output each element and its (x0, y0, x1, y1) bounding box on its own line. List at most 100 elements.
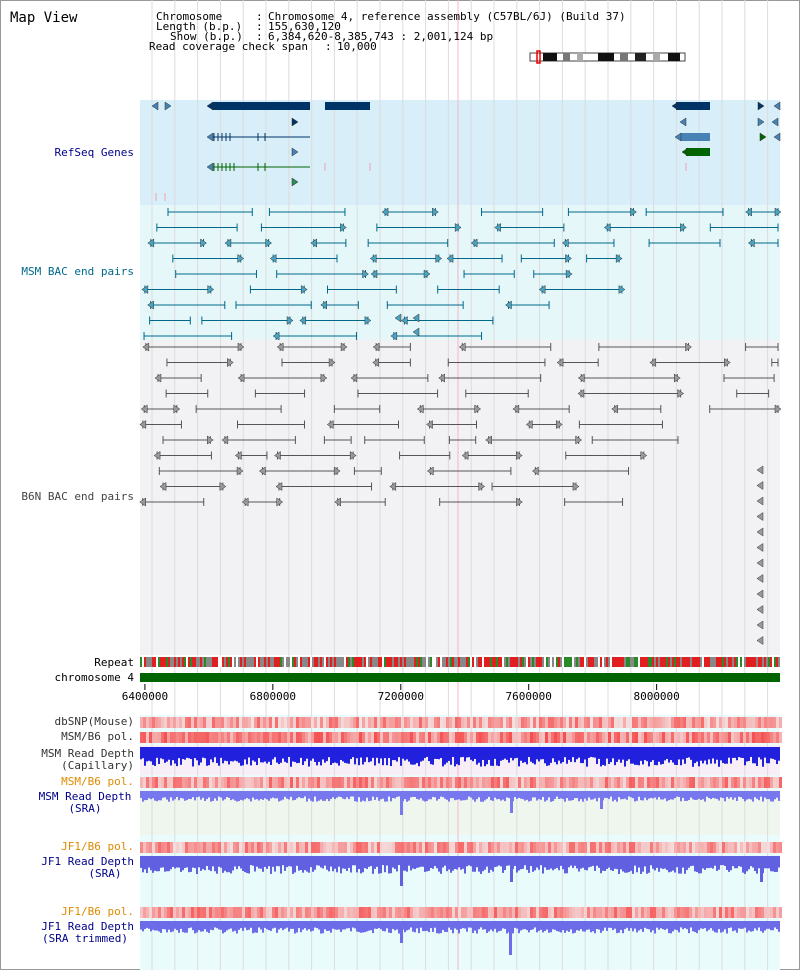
depth-bar (186, 747, 188, 758)
polymorphism-cell (230, 732, 233, 743)
depth-bar (586, 791, 588, 801)
depth-bar (546, 791, 548, 801)
depth-bar (642, 791, 644, 801)
polymorphism-cell (389, 732, 392, 743)
polymorphism-cell (758, 717, 761, 728)
depth-bar (144, 791, 146, 801)
polymorphism-cell (179, 777, 182, 788)
depth-bar (738, 856, 740, 867)
ideogram-position-marker (536, 50, 541, 64)
depth-bar (728, 856, 730, 872)
gene-arrow (516, 497, 523, 507)
depth-bar (174, 921, 176, 929)
depth-bar (506, 747, 508, 760)
polymorphism-cell (239, 717, 242, 728)
depth-bar (490, 856, 492, 870)
polymorphism-cell (389, 717, 392, 728)
track-label-jf1-depth[interactable]: JF1 Read Depth (41, 855, 134, 868)
depth-bar (290, 921, 292, 929)
track-label-jf1-depth-trimmed[interactable]: JF1 Read Depth (41, 920, 134, 933)
polymorphism-cell (527, 717, 530, 728)
polymorphism-cell (578, 732, 581, 743)
track-label-refseq[interactable]: RefSeq Genes (54, 146, 134, 159)
depth-bar (548, 856, 550, 870)
polymorphism-cell (362, 842, 365, 853)
depth-bar (302, 856, 304, 873)
depth-bar (754, 747, 756, 764)
axis-tick-label: 8000000 (633, 690, 680, 703)
depth-bar (250, 856, 252, 866)
gene-block (680, 133, 710, 141)
depth-bar (142, 856, 144, 873)
polymorphism-cell (365, 732, 368, 743)
polymorphism-cell (296, 777, 299, 788)
depth-bar (464, 747, 466, 762)
depth-bar (166, 791, 168, 800)
polymorphism-cell (605, 717, 608, 728)
polymorphism-cell (161, 907, 164, 918)
polymorphism-cell (551, 732, 554, 743)
track-label-msm-pol-1[interactable]: MSM/B6 pol. (61, 730, 134, 743)
polymorphism-cell (536, 777, 539, 788)
track-label-repeat[interactable]: Repeat (94, 656, 134, 669)
track-label-msm-depth-capillary[interactable]: MSM Read Depth (41, 747, 134, 760)
depth-bar (420, 791, 422, 799)
track-label-jf1-pol-1[interactable]: JF1/B6 pol. (61, 840, 134, 853)
track-label-msm-bac[interactable]: MSM BAC end pairs (21, 265, 134, 278)
repeat-mark (690, 657, 692, 667)
depth-bar (458, 856, 460, 868)
repeat-mark (404, 657, 406, 667)
polymorphism-cell (548, 717, 551, 728)
depth-bar (436, 791, 438, 801)
polymorphism-cell (518, 717, 521, 728)
track-label-jf1-pol-2[interactable]: JF1/B6 pol. (61, 905, 134, 918)
depth-bar (646, 747, 648, 762)
depth-bar (238, 921, 240, 930)
depth-bar (268, 921, 270, 931)
depth-bar (382, 791, 384, 799)
polymorphism-cell (602, 732, 605, 743)
polymorphism-cell (410, 907, 413, 918)
polymorphism-cell (467, 842, 470, 853)
track-label-msm-pol-2[interactable]: MSM/B6 pol. (61, 775, 134, 788)
depth-bar (384, 747, 386, 759)
polymorphism-cell (497, 842, 500, 853)
depth-bar (730, 747, 732, 764)
polymorphism-cell (425, 732, 428, 743)
repeat-mark (450, 657, 452, 667)
depth-bar (142, 791, 144, 802)
depth-bar (732, 921, 734, 932)
depth-bar (474, 921, 476, 931)
polymorphism-cell (755, 777, 758, 788)
depth-bar (494, 791, 496, 798)
polymorphism-cell (548, 777, 551, 788)
track-label-dbsnp[interactable]: dbSNP(Mouse) (54, 715, 134, 728)
repeat-mark (536, 657, 538, 667)
polymorphism-cell (236, 842, 239, 853)
track-label-msm-depth-sra[interactable]: MSM Read Depth (38, 790, 132, 803)
polymorphism-cell (344, 717, 347, 728)
repeat-mark (740, 657, 742, 667)
depth-bar (498, 791, 500, 800)
depth-bar (348, 747, 350, 764)
depth-bar (204, 921, 206, 930)
repeat-mark (162, 657, 164, 667)
depth-bar (430, 921, 432, 929)
depth-bar (728, 921, 730, 928)
depth-bar (228, 856, 230, 873)
depth-bar (580, 921, 582, 930)
depth-bar (238, 791, 240, 802)
depth-bar (742, 747, 744, 759)
track-label-b6n-bac[interactable]: B6N BAC end pairs (21, 490, 134, 503)
depth-bar (186, 856, 188, 868)
depth-bar (494, 747, 496, 759)
polymorphism-cell (668, 717, 671, 728)
repeat-mark (164, 657, 166, 667)
polymorphism-cell (593, 717, 596, 728)
polymorphism-cell (626, 777, 629, 788)
depth-bar (208, 791, 210, 798)
polymorphism-cell (296, 907, 299, 918)
polymorphism-cell (278, 732, 281, 743)
depth-bar (426, 856, 428, 872)
